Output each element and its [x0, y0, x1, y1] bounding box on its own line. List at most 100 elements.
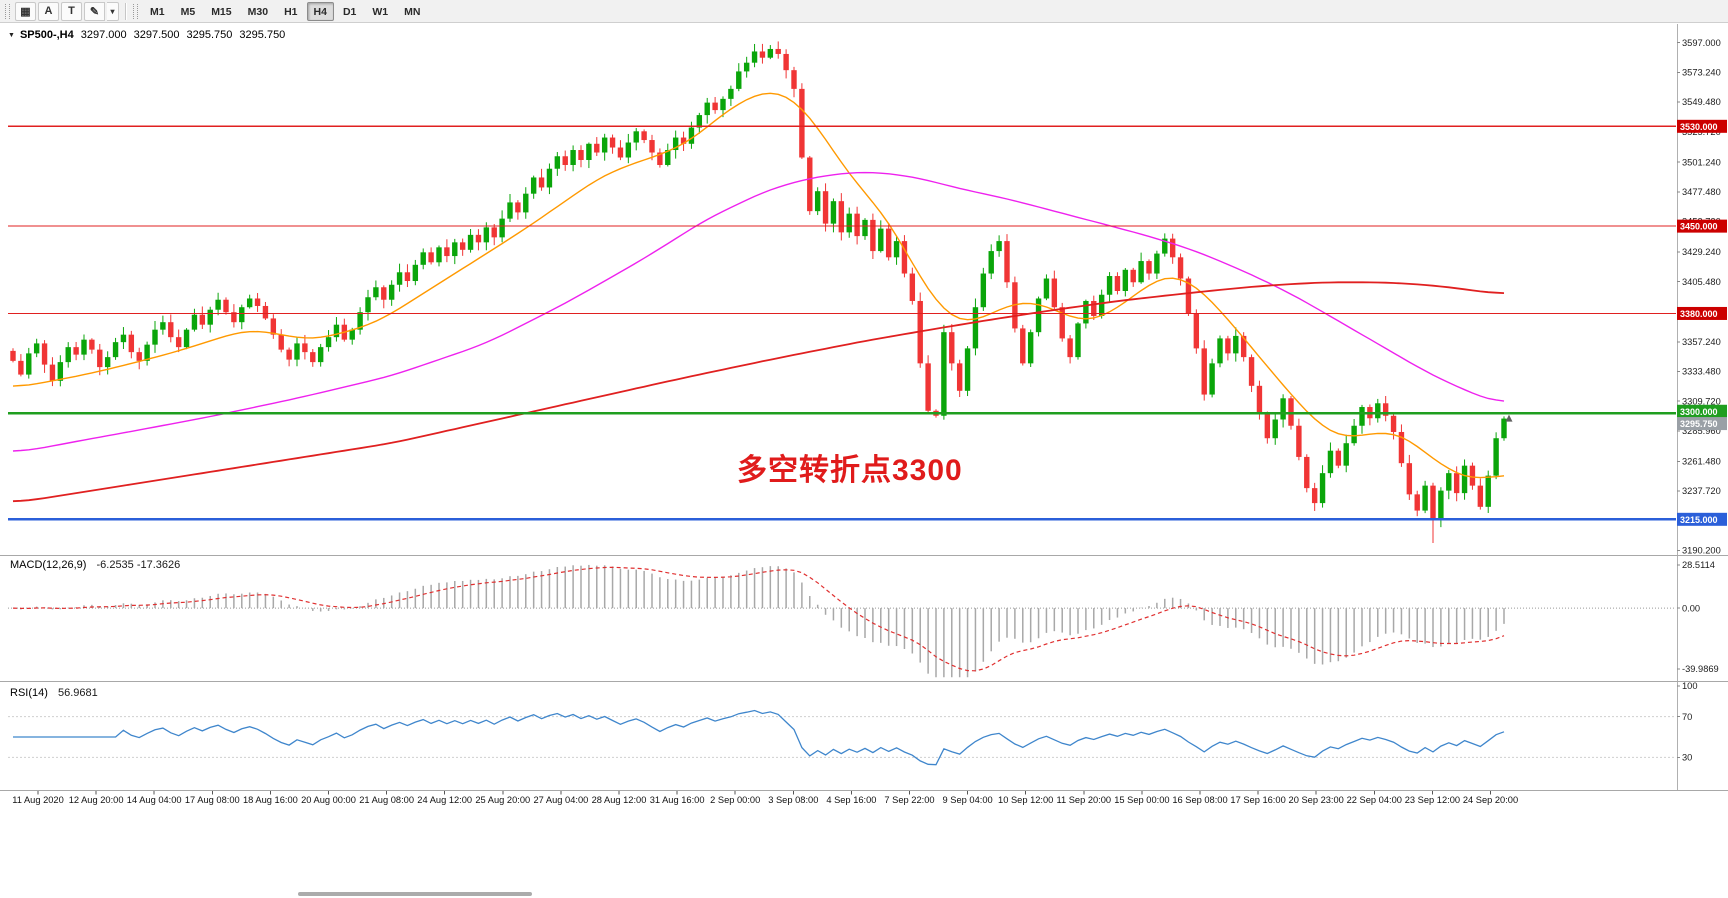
drawing-tool-dropdown[interactable]: ▾	[107, 1, 119, 21]
horizontal-levels	[8, 125, 1676, 521]
arrow-tool-button[interactable]: A	[38, 1, 59, 21]
price-tag-label: 3450.000	[1680, 222, 1718, 232]
time-axis-label: 2 Sep 00:00	[710, 795, 760, 805]
time-axis-label: 31 Aug 16:00	[650, 795, 705, 805]
top-toolbar: ▦ A T ✎ ▾ M1 M5 M15 M30 H1 H4 D1 W1 MN	[0, 0, 1728, 23]
timeframe-button-MN[interactable]: MN	[404, 5, 421, 18]
time-axis-label: 4 Sep 16:00	[826, 795, 876, 805]
ma-mid-line	[12, 171, 1505, 452]
price-axis-label: 3549.480	[1682, 97, 1721, 107]
symbol-period: SP500-,H4	[19, 29, 74, 41]
price-axis-label: 3405.480	[1682, 277, 1721, 287]
macd-axis-label: 0.00	[1682, 603, 1700, 613]
price-axis-label: 3285.960	[1682, 426, 1721, 436]
price-axis-label: 3573.240	[1682, 68, 1721, 78]
macd-name: MACD(12,26,9)	[10, 559, 87, 571]
ma-slow-line	[12, 281, 1505, 503]
time-axis-label: 25 Aug 20:00	[475, 795, 530, 805]
toolbar-separator	[125, 2, 126, 20]
time-axis-label: 23 Sep 12:00	[1405, 795, 1460, 805]
timeframe-button-D1[interactable]: D1	[342, 5, 357, 18]
macd-signal-line	[12, 566, 1505, 672]
rsi-axis-label: 70	[1682, 712, 1692, 722]
price-axis-label: 3261.480	[1682, 457, 1721, 467]
timeframe-button-M15[interactable]: M15	[211, 5, 232, 18]
macd-indicator-label: MACD(12,26,9) -6.2535 -17.3626	[10, 559, 180, 571]
time-axis[interactable]: 11 Aug 2020 12 Aug 20:00 14 Aug 04:00 17 Au…	[12, 791, 1518, 805]
timeframe-toolbar-gripper[interactable]	[133, 3, 138, 19]
price-axis-label: 3501.240	[1682, 157, 1721, 167]
time-axis-label: 20 Sep 23:00	[1289, 795, 1344, 805]
price-tag	[1677, 219, 1727, 233]
rsi-value: 56.9681	[57, 687, 98, 699]
quote-line: ▼ SP500-,H4 3297.000 3297.500 3295.750 3…	[8, 29, 285, 41]
rsi-indicator-label: RSI(14) 56.9681	[10, 687, 98, 699]
price-axis-label: 3429.240	[1682, 247, 1721, 257]
macd-axis[interactable]: 28.5114 0.00 -39.9869	[1677, 560, 1719, 674]
macd-axis-label: 28.5114	[1682, 560, 1715, 570]
time-axis-label: 7 Sep 22:00	[884, 795, 934, 805]
time-axis-label: 15 Sep 00:00	[1114, 795, 1169, 805]
text-tool-button[interactable]: T	[61, 1, 82, 21]
time-axis-label: 17 Sep 16:00	[1230, 795, 1285, 805]
symbol-marker-icon: ▼	[8, 31, 15, 39]
bottom-edge-artifact	[298, 892, 532, 896]
chevron-down-icon: ▾	[110, 6, 115, 16]
time-axis-label: 9 Sep 04:00	[943, 795, 993, 805]
time-axis-label: 11 Aug 2020	[12, 795, 64, 805]
time-axis-label: 24 Sep 20:00	[1463, 795, 1518, 805]
price-tag-label: 3295.750	[1680, 419, 1718, 429]
timeframe-button-M5[interactable]: M5	[180, 5, 196, 18]
price-plot-area[interactable]	[8, 29, 1676, 553]
quote-open: 3297.000	[80, 29, 127, 41]
rsi-axis-label: 30	[1682, 753, 1692, 763]
rsi-axis-label: 100	[1682, 681, 1698, 691]
price-tag	[1677, 417, 1727, 431]
time-axis-label: 20 Aug 00:00	[301, 795, 356, 805]
price-tags: 3530.000 3450.000 3380.000 3300.000 3215.000…	[1677, 119, 1727, 526]
timeframe-button-H4[interactable]: H4	[306, 1, 334, 21]
price-tag	[1677, 306, 1727, 320]
timeframe-button-group: M1 M5 M15 M30 H1 H4 D1 W1 MN	[142, 1, 428, 21]
rsi-axis[interactable]: 100 70 30	[1677, 681, 1698, 763]
chart-window-icon[interactable]: ▦	[15, 1, 36, 21]
time-axis-label: 10 Sep 12:00	[998, 795, 1053, 805]
price-tag	[1677, 404, 1727, 418]
time-axis-label: 21 Aug 08:00	[359, 795, 414, 805]
timeframe-button-H1[interactable]: H1	[284, 5, 298, 18]
rsi-plot-area[interactable]	[8, 686, 1676, 788]
time-axis-label: 3 Sep 08:00	[768, 795, 818, 805]
drawing-tool-button[interactable]: ✎	[84, 1, 105, 21]
price-axis[interactable]: 3597.0003573.2403549.4803525.7203501.240…	[1677, 38, 1721, 556]
chart-annotation[interactable]: 多空转折点3300	[737, 454, 963, 487]
toolbar-gripper[interactable]	[5, 3, 10, 19]
price-tag-label: 3215.000	[1680, 515, 1718, 525]
price-axis-label: 3309.720	[1682, 396, 1721, 406]
time-axis-label: 16 Sep 08:00	[1172, 795, 1227, 805]
price-tag	[1677, 119, 1727, 133]
price-tag-label: 3380.000	[1680, 309, 1718, 319]
price-axis-label: 3333.480	[1682, 367, 1721, 377]
price-axis-label: 3477.480	[1682, 187, 1721, 197]
rsi-line	[13, 709, 1505, 766]
price-tag-label: 3300.000	[1680, 407, 1718, 417]
ma-fast-line	[12, 92, 1505, 479]
time-axis-label: 17 Aug 08:00	[185, 795, 240, 805]
candlestick-series	[10, 41, 1507, 544]
arrow-tool-label: A	[44, 5, 53, 17]
time-axis-label: 22 Sep 04:00	[1347, 795, 1402, 805]
time-axis-label: 18 Aug 16:00	[243, 795, 298, 805]
time-axis-label: 24 Aug 12:00	[417, 795, 472, 805]
price-axis-label: 3237.720	[1682, 486, 1721, 496]
chart-window-glyph: ▦	[20, 5, 31, 18]
price-axis-label: 3357.240	[1682, 337, 1721, 347]
price-tag	[1677, 512, 1727, 526]
timeframe-button-M30[interactable]: M30	[247, 5, 269, 18]
timeframe-button-W1[interactable]: W1	[372, 5, 389, 18]
macd-axis-label: -39.9869	[1682, 664, 1719, 674]
chart-canvas[interactable]: 3597.0003573.2403549.4803525.7203501.240…	[0, 24, 1728, 898]
timeframe-button-M1[interactable]: M1	[150, 5, 165, 18]
time-axis-label: 11 Sep 20:00	[1056, 795, 1111, 805]
time-axis-label: 14 Aug 04:00	[127, 795, 182, 805]
price-axis-label: 3597.000	[1682, 38, 1721, 48]
